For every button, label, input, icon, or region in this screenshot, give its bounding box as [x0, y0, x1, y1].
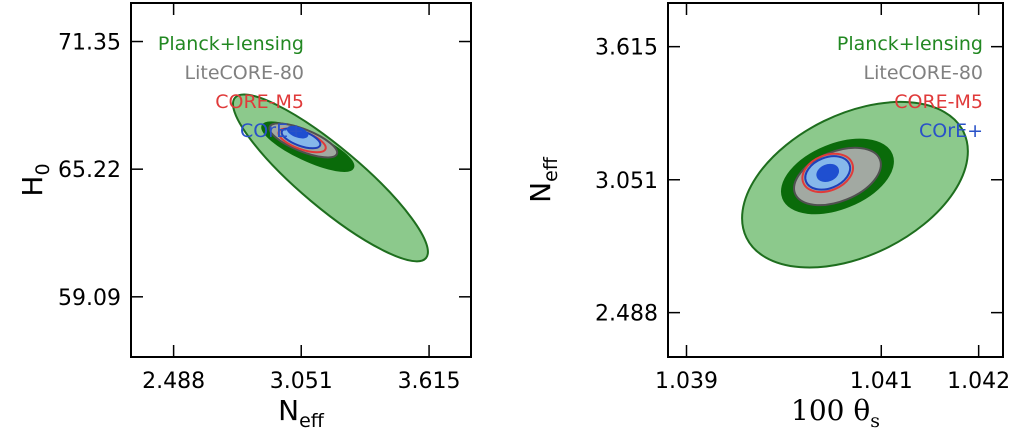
legend-item: COrE+ [240, 120, 304, 142]
x-tick-label: 3.615 [398, 369, 461, 394]
y-tick-label: 59.09 [58, 286, 121, 311]
legend-item: Planck+lensing [837, 33, 983, 55]
contour-group-left [232, 93, 429, 263]
chart-panel-left: 2.488 3.051 3.615 59.09 65.22 71.35 Neff H0 Plan… [16, 2, 472, 432]
chart-svg-right: 1.039 1.041 1.042 2.488 3.051 3.615 100 θs Neff… [524, 2, 1010, 432]
y-tick-label: 65.22 [58, 158, 121, 183]
y-tick-label: 3.615 [595, 36, 658, 61]
legend-item: LiteCORE-80 [864, 62, 983, 84]
contour-group-right [741, 100, 969, 269]
contour-core--68 [286, 125, 309, 139]
y-axis-label: H0 [16, 163, 54, 196]
legend-item: Planck+lensing [158, 33, 304, 55]
y-axis-label: Neff [524, 156, 562, 203]
x-tick-label: 2.488 [142, 369, 205, 394]
legend-item: CORE-M5 [894, 91, 983, 113]
chart-panel-right: 1.039 1.041 1.042 2.488 3.051 3.615 100 θs Neff… [508, 0, 1016, 434]
y-tick-label: 71.35 [58, 31, 121, 56]
x-axis-label: 100 θs [791, 394, 880, 432]
x-axis-label: Neff [278, 394, 325, 432]
legend-left: Planck+lensing LiteCORE-80 CORE-M5 COrE+ [158, 33, 304, 142]
legend-right: Planck+lensing LiteCORE-80 CORE-M5 COrE+ [837, 33, 983, 142]
x-tick-label: 1.042 [947, 369, 1010, 394]
contour-core--68 [816, 163, 840, 182]
x-tick-label: 3.051 [270, 369, 333, 394]
contour-core-m5-95 [801, 152, 854, 194]
legend-item: COrE+ [919, 120, 983, 142]
x-tick-label: 1.041 [850, 369, 913, 394]
y-tick-label: 3.051 [595, 169, 658, 194]
y-tick-label: 2.488 [595, 302, 658, 327]
x-tick-label: 1.039 [655, 369, 718, 394]
legend-item: CORE-M5 [215, 91, 304, 113]
chart-svg-left: 2.488 3.051 3.615 59.09 65.22 71.35 Neff H0 Plan… [16, 2, 472, 432]
legend-item: LiteCORE-80 [185, 62, 304, 84]
